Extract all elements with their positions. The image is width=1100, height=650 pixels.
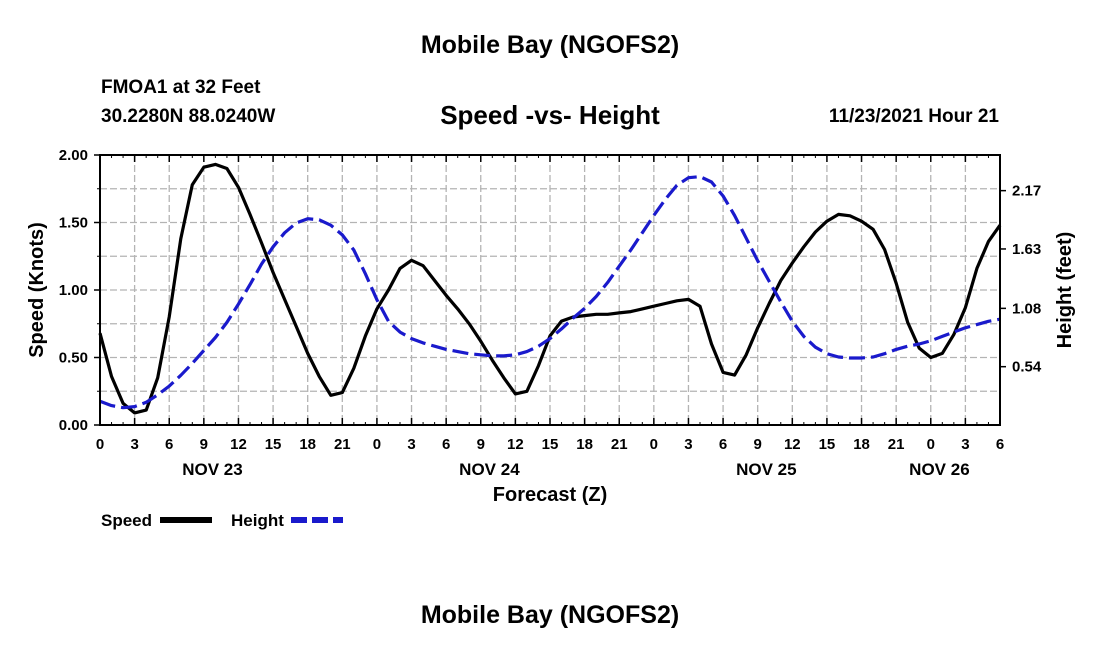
y-tick-label-right: 2.17: [1012, 183, 1041, 200]
page-title-top: Mobile Bay (NGOFS2): [420, 31, 680, 59]
y-tick-label-left: 1.50: [59, 215, 88, 232]
forecast-datetime: 11/23/2021 Hour 21: [828, 106, 999, 127]
x-tick-label: 0: [927, 436, 935, 453]
x-date-label: NOV 23: [182, 460, 242, 479]
chart-subtitle: Speed -vs- Height: [440, 100, 660, 130]
chart-grid: [100, 154, 1000, 426]
x-tick-label: 18: [853, 436, 870, 453]
y-tick-label-left: 2.00: [59, 147, 88, 164]
speed-series-line: [98, 162, 1002, 415]
chart-series: [98, 162, 1002, 415]
x-tick-label: 3: [407, 436, 415, 453]
x-tick-label: 21: [888, 436, 905, 453]
x-tick-label: 9: [477, 436, 485, 453]
x-tick-label: 15: [542, 436, 559, 453]
height-series-line: [99, 175, 1001, 410]
chart-legend: Speed Height: [101, 511, 343, 530]
y-tick-label-left: 0.00: [59, 417, 88, 434]
x-axis-label: Forecast (Z): [493, 484, 607, 506]
y-axis-label-left: Speed (Knots): [26, 222, 48, 358]
x-tick-label: 12: [230, 436, 247, 453]
y-tick-label-left: 1.00: [59, 282, 88, 299]
chart-tick-labels: 0 3 6 9 12 15 18 21 0 3 6 9 12 15 18 21 0 3 6 9 12 15 18 21 0 3 6 0…: [59, 147, 1042, 479]
x-tick-label: 9: [754, 436, 762, 453]
x-tick-label: 9: [200, 436, 208, 453]
x-tick-label: 21: [334, 436, 351, 453]
station-label: FMOA1 at 32 Feet: [101, 77, 261, 98]
x-tick-label: 0: [650, 436, 658, 453]
x-tick-label: 21: [611, 436, 628, 453]
x-tick-label: 3: [130, 436, 138, 453]
y-tick-label-right: 0.54: [1012, 359, 1042, 376]
y-tick-label-left: 0.50: [59, 350, 88, 367]
x-tick-label: 0: [96, 436, 104, 453]
x-date-label: NOV 24: [459, 460, 520, 479]
x-tick-label: 6: [442, 436, 450, 453]
x-date-label: NOV 25: [736, 460, 796, 479]
x-tick-label: 6: [996, 436, 1004, 453]
x-tick-label: 3: [961, 436, 969, 453]
x-date-label: NOV 26: [909, 460, 969, 479]
x-tick-label: 0: [373, 436, 381, 453]
x-tick-label: 3: [684, 436, 692, 453]
x-tick-label: 18: [576, 436, 593, 453]
chart-ticks: [94, 154, 1006, 426]
station-coordinates: 30.2280N 88.0240W: [101, 106, 276, 127]
x-tick-label: 15: [819, 436, 836, 453]
page-title-bottom: Mobile Bay (NGOFS2): [420, 601, 680, 629]
y-tick-label-right: 1.63: [1012, 241, 1041, 258]
y-tick-label-right: 1.08: [1012, 300, 1041, 317]
legend-speed-label: Speed: [101, 511, 152, 530]
legend-height-label: Height: [231, 511, 284, 530]
x-tick-label: 12: [784, 436, 801, 453]
x-tick-label: 18: [299, 436, 316, 453]
x-tick-label: 6: [165, 436, 173, 453]
y-axis-label-right: Height (feet): [1054, 232, 1076, 349]
x-tick-label: 6: [719, 436, 727, 453]
x-tick-label: 12: [507, 436, 524, 453]
x-tick-label: 15: [265, 436, 282, 453]
